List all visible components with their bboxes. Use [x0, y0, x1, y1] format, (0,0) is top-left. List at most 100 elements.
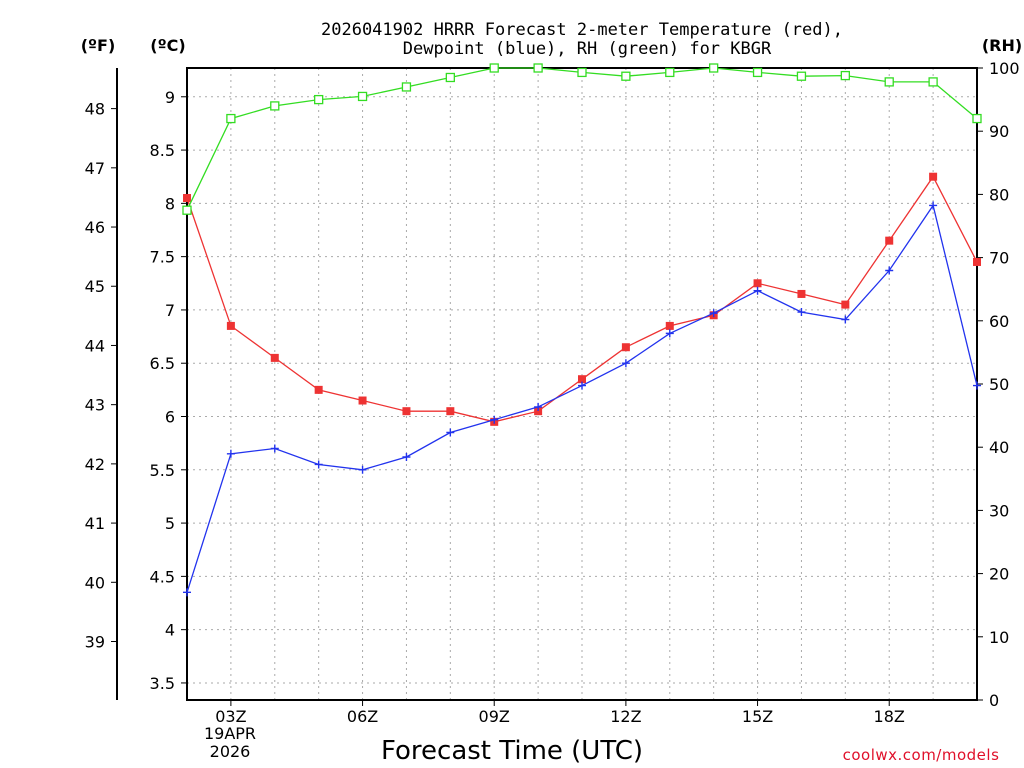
dewpoint-point [665, 329, 674, 338]
dewpoint-point [270, 444, 279, 453]
rh-point [270, 101, 280, 111]
temperature-point [797, 289, 806, 298]
fahrenheit-tick-label: 40 [85, 573, 105, 592]
temperature-point [314, 385, 323, 394]
rh-tick-label: 30 [989, 501, 1009, 520]
rh-tick-label: 90 [989, 122, 1009, 141]
dewpoint-point [753, 286, 762, 295]
dewpoint-point [183, 588, 191, 597]
axes: 3.5 4 4.5 5 5.5 6 6.5 7 7.5 8 8.5 9 39 40 41 42 43 44 45 46… [85, 59, 1020, 726]
rh-point [840, 70, 850, 81]
temperature-point [578, 375, 586, 384]
temperature-point [358, 396, 367, 405]
x-tick-label: 09Z [479, 707, 510, 726]
celsius-tick-label: 8 [165, 194, 175, 213]
celsius-tick-label: 5.5 [150, 461, 175, 480]
rh-point [796, 71, 807, 81]
celsius-tick-label: 5 [165, 514, 175, 533]
rh-series [182, 63, 982, 215]
rh-unit-label: (RH) [982, 36, 1022, 55]
rh-point [577, 67, 587, 78]
fahrenheit-tick-label: 46 [85, 218, 105, 237]
dewpoint-point [973, 381, 981, 390]
celsius-tick-label: 7 [165, 301, 175, 320]
temperature-point [753, 279, 762, 288]
chart-title-line2: Dewpoint (blue), RH (green) for KBGR [403, 39, 772, 59]
rh-point [884, 77, 894, 87]
dewpoint-point [929, 201, 938, 210]
temperature-point [183, 194, 191, 203]
x-tick-label: 15Z [742, 707, 773, 726]
celsius-unit-label: (ºC) [150, 36, 185, 55]
chart-title-line1: 2026041902 HRRR Forecast 2-meter Tempera… [321, 20, 843, 40]
temperature-point [270, 353, 279, 362]
celsius-tick-label: 4.5 [150, 567, 175, 586]
dewpoint-point [885, 266, 894, 275]
temperature-series [183, 172, 981, 426]
rh-point [445, 72, 455, 83]
dewpoint-series [183, 201, 981, 597]
temperature-point [665, 321, 674, 330]
temperature-point [402, 407, 411, 416]
rh-tick-label: 0 [989, 691, 999, 710]
dewpoint-point [841, 315, 850, 324]
rh-tick-label: 70 [989, 249, 1009, 268]
rh-point [182, 205, 192, 215]
x-tick-label: 03Z [215, 707, 246, 726]
date-label-day: 19APR [204, 724, 256, 743]
rh-tick-label: 10 [989, 628, 1009, 647]
rh-point [621, 71, 631, 81]
fahrenheit-tick-label: 44 [85, 336, 105, 355]
celsius-tick-label: 3.5 [150, 674, 175, 693]
celsius-tick-label: 6 [165, 408, 175, 427]
fahrenheit-tick-label: 47 [85, 159, 105, 178]
temperature-point [226, 321, 235, 330]
celsius-tick-label: 7.5 [150, 248, 175, 267]
fahrenheit-tick-label: 39 [85, 633, 105, 652]
rh-point [665, 67, 675, 78]
fahrenheit-unit-label: (ºF) [81, 36, 116, 55]
fahrenheit-tick-label: 41 [85, 514, 105, 533]
dewpoint-point [534, 402, 543, 411]
dewpoint-point [314, 460, 323, 469]
rh-point [752, 67, 763, 78]
celsius-tick-label: 9 [165, 88, 175, 107]
temperature-point [841, 300, 850, 309]
rh-point [489, 63, 499, 73]
temperature-point [885, 236, 894, 245]
rh-tick-label: 20 [989, 565, 1009, 584]
fahrenheit-tick-label: 42 [85, 455, 105, 474]
rh-tick-label: 80 [989, 185, 1009, 204]
rh-tick-label: 40 [989, 438, 1009, 457]
source-credit: coolwx.com/models [843, 746, 1000, 764]
dewpoint-point [709, 309, 718, 318]
dewpoint-point [402, 453, 411, 462]
fahrenheit-tick-label: 45 [85, 277, 105, 296]
rh-tick-label: 60 [989, 312, 1009, 331]
dewpoint-point [358, 465, 367, 474]
celsius-tick-label: 8.5 [150, 141, 175, 160]
dewpoint-point [621, 359, 630, 368]
x-tick-label: 18Z [874, 707, 905, 726]
temperature-point [973, 257, 981, 266]
rh-point [533, 63, 543, 73]
temperature-point [929, 172, 938, 181]
dewpoint-point [446, 428, 455, 437]
data-series [182, 63, 982, 597]
rh-tick-label: 50 [989, 375, 1009, 394]
dewpoint-point [797, 308, 806, 317]
rh-point [401, 82, 412, 92]
temperature-point [621, 343, 630, 352]
temperature-point [534, 407, 543, 416]
x-tick-label: 12Z [610, 707, 641, 726]
rh-point [928, 77, 938, 87]
temperature-point [446, 407, 455, 416]
dewpoint-point [226, 449, 235, 458]
rh-point [709, 63, 719, 73]
rh-point [357, 91, 368, 102]
fahrenheit-tick-label: 48 [85, 100, 105, 119]
celsius-tick-label: 4 [165, 621, 175, 640]
x-axis-title: Forecast Time (UTC) [381, 736, 643, 766]
rh-point [972, 113, 982, 124]
